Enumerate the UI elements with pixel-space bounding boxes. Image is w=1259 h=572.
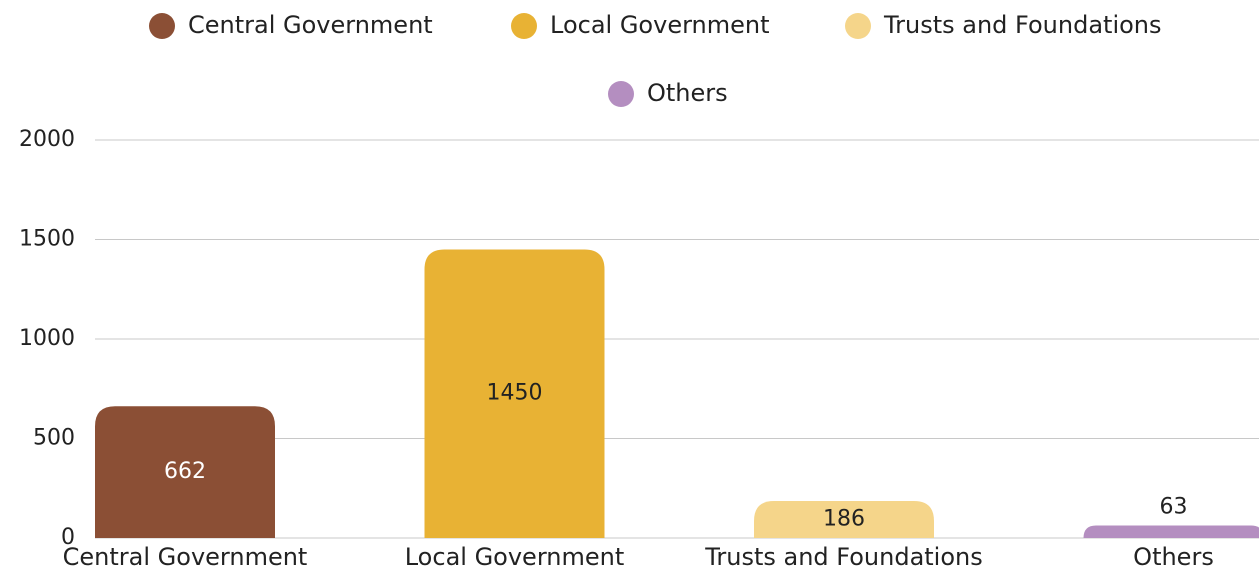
legend-label: Trusts and Foundations [883,11,1162,39]
bar [95,406,275,538]
y-tick-label: 500 [33,426,75,451]
legend-label: Others [647,79,728,107]
x-tick-label: Trusts and Foundations [704,543,983,571]
y-tick-label: 2000 [19,127,75,152]
y-tick-label: 0 [61,525,75,550]
legend-label: Local Government [550,11,770,39]
bar [424,249,605,538]
bar [754,500,934,538]
y-tick-label: 1000 [19,326,75,351]
x-tick-label: Central Government [63,543,308,571]
legend-label: Central Government [188,11,433,39]
data-label: 1450 [487,381,543,406]
legend-swatch [149,13,175,39]
legend-swatch [608,81,634,107]
data-label: 662 [164,459,206,484]
legend-swatch [511,13,537,39]
bar [1083,525,1259,538]
x-tick-label: Local Government [405,543,625,571]
y-tick-label: 1500 [19,227,75,252]
data-label: 186 [823,506,865,531]
data-label: 63 [1160,494,1188,519]
x-tick-label: Others [1133,543,1214,571]
legend-swatch [845,13,871,39]
